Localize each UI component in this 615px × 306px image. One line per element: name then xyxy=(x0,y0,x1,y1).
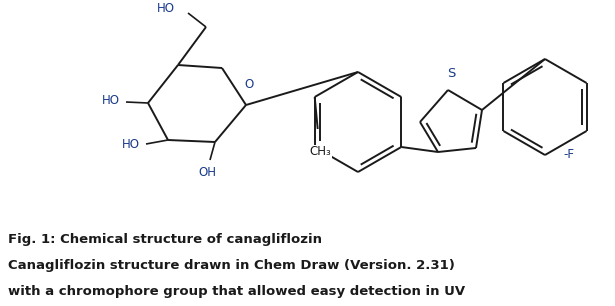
Text: with a chromophore group that allowed easy detection in UV: with a chromophore group that allowed ea… xyxy=(8,285,465,298)
Text: HO: HO xyxy=(102,95,120,107)
Text: Canagliflozin structure drawn in Chem Draw (Version. 2.31): Canagliflozin structure drawn in Chem Dr… xyxy=(8,259,455,273)
Text: HO: HO xyxy=(122,139,140,151)
Text: Fig. 1: Chemical structure of canagliflozin: Fig. 1: Chemical structure of canagliflo… xyxy=(8,233,322,247)
Text: OH: OH xyxy=(198,166,216,179)
Text: -F: -F xyxy=(563,148,574,162)
Text: O: O xyxy=(244,78,253,91)
Text: S: S xyxy=(447,67,455,80)
Text: HO: HO xyxy=(157,2,175,16)
Text: CH₃: CH₃ xyxy=(310,145,331,158)
